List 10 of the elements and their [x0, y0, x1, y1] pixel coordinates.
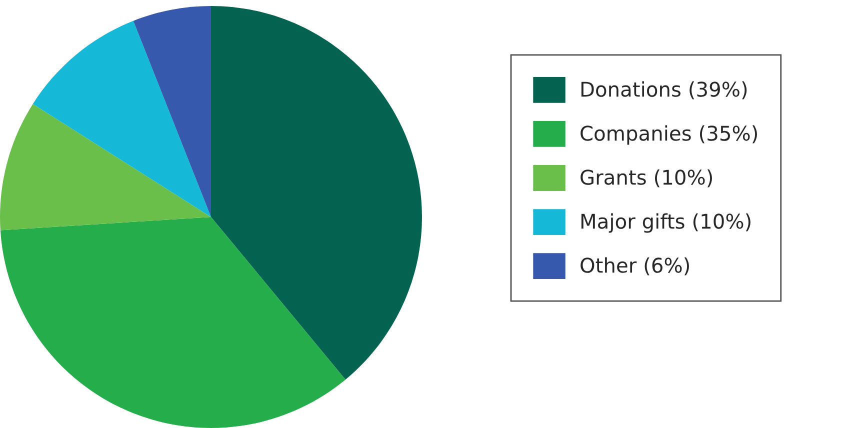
legend-label: Other (6%)	[580, 257, 689, 276]
legend-label: Donations (39%)	[581, 81, 747, 100]
pie-slice	[133, 6, 211, 217]
pie-slice	[211, 6, 422, 380]
legend-label: Grants (10%)	[580, 169, 712, 188]
pie-slice	[0, 217, 346, 428]
legend-label: Major gifts (10%)	[581, 213, 750, 233]
pie-slice	[32, 20, 211, 217]
legend-label: Companies (35%)	[580, 125, 757, 145]
pie-slice	[0, 104, 211, 230]
